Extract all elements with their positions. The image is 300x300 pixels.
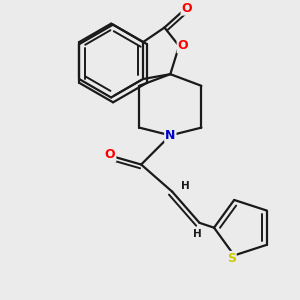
Text: H: H: [182, 181, 190, 191]
Text: N: N: [165, 129, 175, 142]
Text: O: O: [105, 148, 116, 161]
Text: O: O: [178, 40, 188, 52]
Text: O: O: [182, 2, 192, 15]
Text: S: S: [227, 252, 236, 265]
Text: H: H: [193, 230, 202, 239]
